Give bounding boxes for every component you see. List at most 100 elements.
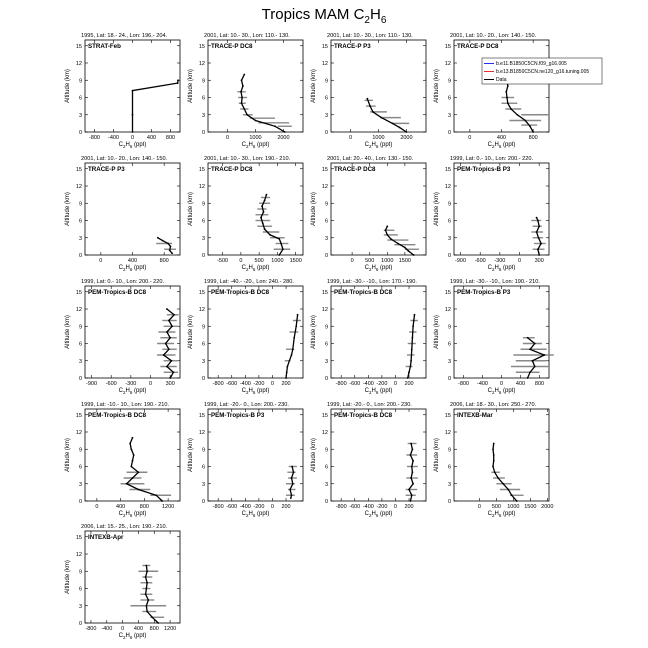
y-tick-label: 12: [445, 184, 451, 190]
data-point: [505, 90, 508, 93]
data-point: [167, 348, 170, 351]
panel-header: 2001, Lat: 10.- 30., Lon: 110.- 130.: [204, 33, 290, 39]
data-point: [242, 85, 244, 87]
x-tick-label: 1000: [372, 135, 384, 141]
x-axis-label: C2H6 (ppt): [242, 388, 270, 395]
y-tick-label: 6: [202, 342, 205, 348]
panel-15: 1999, Lat: -20.- 0., Lon: 200.- 230. PEM-…: [311, 402, 427, 518]
y-tick-label: 6: [202, 219, 205, 225]
y-tick-label: 9: [325, 78, 328, 84]
y-tick-label: 3: [79, 604, 82, 610]
data-point: [131, 89, 134, 92]
data-point: [162, 354, 165, 356]
y-tick-label: 3: [79, 359, 82, 365]
y-tick-label: 9: [325, 447, 328, 453]
data-point: [506, 96, 508, 99]
y-tick-label: 12: [199, 430, 205, 436]
data-point: [536, 248, 539, 251]
panel-10: 1999, Lat: -40.- -20., Lon: 240.- 280. PE…: [188, 279, 304, 395]
y-tick-label: 3: [448, 482, 451, 488]
x-tick-label: 0: [468, 135, 471, 141]
y-tick-label: 15: [76, 413, 82, 419]
x-tick-label: 400: [516, 381, 525, 387]
y-axis-label: Altitude (km): [434, 315, 440, 349]
y-axis-label: Altitude (km): [434, 438, 440, 472]
panel-header: 2001, Lat: 10.- 30., Lon: 110.- 130.: [327, 33, 413, 39]
data-point: [290, 354, 293, 356]
y-tick-label: 9: [325, 201, 328, 207]
x-tick-label: 1500: [290, 258, 302, 264]
x-tick-label: -900: [455, 258, 466, 264]
x-tick-label: 400: [134, 626, 143, 632]
y-tick-label: 6: [325, 465, 328, 471]
x-tick-label: 2000: [400, 135, 412, 141]
data-point: [261, 222, 264, 225]
data-point: [131, 113, 134, 116]
data-point: [532, 131, 535, 133]
data-point: [510, 108, 512, 110]
y-axis-label: Altitude (km): [188, 69, 194, 103]
panel-12: 1999, Lat: -30.- -10., Lon: 190.- 210. PE…: [434, 279, 554, 395]
data-point: [282, 248, 284, 251]
data-point: [167, 319, 170, 322]
x-tick-label: 800: [160, 258, 169, 264]
x-tick-label: 200: [404, 504, 413, 510]
x-tick-label: 0: [99, 258, 102, 264]
data-point: [177, 79, 180, 82]
panel-frame: [207, 285, 304, 379]
data-point: [131, 436, 134, 439]
y-tick-label: 3: [202, 359, 205, 365]
data-point: [533, 342, 536, 345]
data-point: [144, 576, 147, 578]
y-tick-label: 6: [448, 96, 451, 102]
panel-label: TRACE-P P3: [334, 43, 371, 50]
data-point: [291, 465, 294, 468]
x-tick-label: -800: [213, 504, 224, 510]
data-point: [147, 599, 150, 601]
data-point: [492, 454, 495, 456]
x-tick-label: -800: [85, 626, 96, 632]
x-tick-label: 400: [116, 504, 125, 510]
data-point: [171, 252, 173, 255]
x-tick-label: 300: [166, 381, 175, 387]
data-point: [132, 454, 135, 456]
data-point: [263, 228, 266, 231]
y-tick-label: 9: [202, 201, 205, 207]
y-tick-label: 6: [325, 219, 328, 225]
y-tick-label: 15: [199, 290, 205, 296]
y-tick-label: 3: [79, 482, 82, 488]
y-tick-label: 0: [202, 130, 205, 136]
y-tick-label: 9: [202, 78, 205, 84]
data-point: [145, 587, 148, 590]
data-line: [407, 314, 416, 379]
panel-frame: [453, 285, 550, 379]
y-tick-label: 12: [445, 61, 451, 67]
y-tick-label: 9: [79, 201, 82, 207]
y-tick-label: 0: [79, 253, 82, 259]
data-point: [411, 471, 414, 474]
data-point: [240, 90, 242, 93]
y-tick-label: 12: [76, 61, 82, 67]
data-point: [408, 488, 410, 491]
legend-entry: b.e11.B1850C5CN.f09_g16.005: [496, 61, 567, 67]
x-tick-label: -800: [336, 381, 347, 387]
panel-header: 1999, Lat: -20.- 0., Lon: 200.- 230.: [204, 402, 289, 408]
y-tick-label: 0: [325, 376, 328, 382]
data-point: [246, 113, 249, 116]
data-point: [168, 249, 171, 252]
y-tick-label: 0: [79, 499, 82, 505]
panel-header: 1999, Lat: 0.- 10., Lon: 200.- 220.: [450, 156, 533, 162]
x-tick-label: -400: [477, 381, 488, 387]
y-axis-label: Altitude (km): [188, 438, 194, 472]
data-line: [260, 194, 284, 256]
data-point: [243, 108, 246, 110]
y-tick-label: 6: [448, 219, 451, 225]
panel-header: 1999, Lat: -30.- -10., Lon: 190.- 210.: [450, 279, 540, 285]
data-point: [161, 500, 164, 502]
x-tick-label: 1000: [271, 258, 283, 264]
x-axis-label: C2H6 (ppt): [365, 265, 393, 272]
data-point: [157, 622, 160, 624]
y-tick-label: 15: [445, 167, 451, 173]
x-axis-label: C2H6 (ppt): [365, 142, 393, 149]
data-point: [410, 348, 413, 351]
